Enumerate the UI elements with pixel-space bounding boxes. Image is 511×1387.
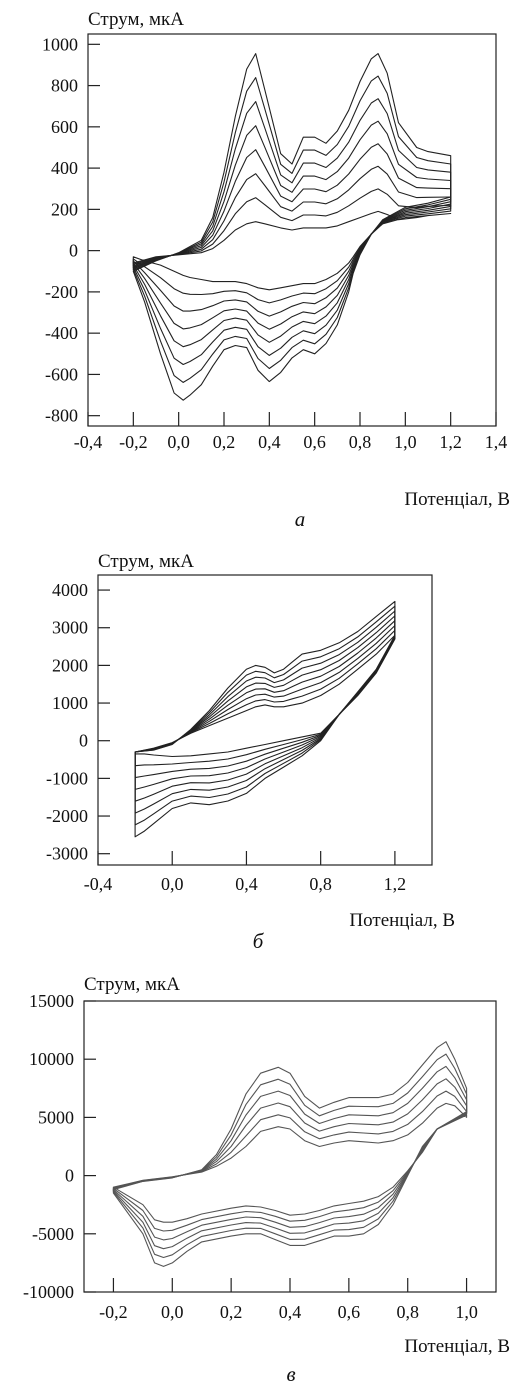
x-tick-label: 0,0 <box>167 432 190 452</box>
y-tick-label: 5000 <box>38 1107 74 1127</box>
x-tick-label: 0,2 <box>213 432 236 452</box>
x-tick-label: 0,0 <box>161 1302 184 1322</box>
x-tick-label: -0,2 <box>119 432 148 452</box>
cv-series-line <box>132 120 452 348</box>
x-axis-label: Потенціал, В <box>404 489 510 510</box>
y-tick-label: 0 <box>65 1166 74 1186</box>
y-tick-label: 15000 <box>29 991 74 1011</box>
plot-frame <box>97 574 433 866</box>
cv-series-line <box>132 53 452 401</box>
y-axis-label: Струм, мкА <box>98 551 194 572</box>
x-tick-label: 0,2 <box>220 1302 243 1322</box>
plot-frame <box>87 33 497 427</box>
x-tick-label: 1,0 <box>394 432 417 452</box>
y-tick-label: -2000 <box>46 806 88 826</box>
x-axis-label: Потенціал, В <box>349 910 455 931</box>
cv-curves <box>134 600 396 838</box>
x-tick-label: 0,6 <box>303 432 326 452</box>
chart-panel-c: Струм, мкА -0,2 0,0 0,2 0,4 0,6 0,8 1,0-10000-… <box>23 974 510 1386</box>
y-tick-label: -1000 <box>46 768 88 788</box>
cv-series-line <box>132 98 452 366</box>
y-tick-label: 10000 <box>29 1049 74 1069</box>
x-tick-label: 1,4 <box>485 432 508 452</box>
x-tick-label: -0,4 <box>84 874 113 894</box>
cv-series-line <box>112 1102 468 1223</box>
y-tick-label: -200 <box>45 282 78 302</box>
y-tick-label: -800 <box>45 406 78 426</box>
cv-series-line <box>134 600 396 838</box>
x-tick-label: 0,8 <box>309 874 332 894</box>
cv-series-line <box>132 188 452 304</box>
cv-series-line <box>112 1053 468 1259</box>
y-tick-label: 3000 <box>52 618 88 638</box>
x-tick-label: 0,4 <box>235 874 258 894</box>
axis-ticks: -0,2 0,0 0,2 0,4 0,6 0,8 1,0 -10000 -5000 0 5000 10… <box>23 991 478 1322</box>
cv-series-line <box>112 1078 468 1241</box>
cv-series-line <box>132 75 452 383</box>
cv-series-line <box>132 165 452 317</box>
cv-series-line <box>112 1041 468 1267</box>
y-tick-label: 2000 <box>52 655 88 675</box>
x-tick-label: 0,4 <box>258 432 281 452</box>
x-tick-label: 1,2 <box>439 432 462 452</box>
x-tick-label: 1,2 <box>384 874 407 894</box>
cv-series-line <box>132 210 452 291</box>
x-tick-label: 0,8 <box>396 1302 419 1322</box>
cv-series-line <box>112 1065 468 1250</box>
x-tick-label: 1,0 <box>455 1302 478 1322</box>
axis-ticks: -0,4 0,0 0,4 0,8 1,2 -3000 -2000 -1000 0 1000 2000… <box>46 580 406 894</box>
x-tick-label: 0,8 <box>349 432 372 452</box>
cv-series-line <box>134 610 396 814</box>
chart-panel-b: Струм, мкА -0,4 0,0 0,4 0,8 1,2 -3000 -2000 -10… <box>46 551 455 953</box>
plot-frame <box>83 1000 497 1293</box>
x-tick-label: 0,0 <box>161 874 184 894</box>
y-tick-label: -5000 <box>32 1224 74 1244</box>
y-tick-label: 200 <box>51 199 78 219</box>
cv-series-line <box>112 1090 468 1232</box>
panel-caption: в <box>286 1362 295 1386</box>
y-tick-label: -400 <box>45 323 78 343</box>
panel-caption: а <box>295 507 306 531</box>
y-tick-label: 0 <box>79 731 88 751</box>
y-tick-label: -10000 <box>23 1282 74 1302</box>
y-tick-label: 1000 <box>52 693 88 713</box>
chart-panel-a: Струм, мкА -0,4 -0,2 0,0 0,2 0,4 0,6 0,8 1,0 1,2… <box>42 9 510 531</box>
y-tick-label: -600 <box>45 364 78 384</box>
cv-curves <box>132 53 452 401</box>
y-tick-label: 600 <box>51 117 78 137</box>
y-tick-label: 0 <box>69 241 78 261</box>
y-tick-label: 4000 <box>52 580 88 600</box>
y-tick-label: 1000 <box>42 34 78 54</box>
x-tick-label: -0,4 <box>74 432 103 452</box>
x-axis-label: Потенціал, В <box>404 1336 510 1357</box>
y-tick-label: 800 <box>51 76 78 96</box>
cv-series-line <box>134 605 396 826</box>
y-axis-label: Струм, мкА <box>84 974 180 995</box>
y-tick-label: 400 <box>51 158 78 178</box>
x-tick-label: 0,4 <box>279 1302 302 1322</box>
panel-caption: б <box>253 929 265 953</box>
x-tick-label: 0,6 <box>338 1302 361 1322</box>
cv-curves <box>112 1041 468 1267</box>
y-tick-label: -3000 <box>46 844 88 864</box>
axis-ticks: -0,4 -0,2 0,0 0,2 0,4 0,6 0,8 1,0 1,2 1,4 -800 -600… <box>42 34 507 452</box>
x-tick-label: -0,2 <box>99 1302 128 1322</box>
cv-series-line <box>132 143 452 330</box>
y-axis-label: Струм, мкА <box>88 9 184 30</box>
